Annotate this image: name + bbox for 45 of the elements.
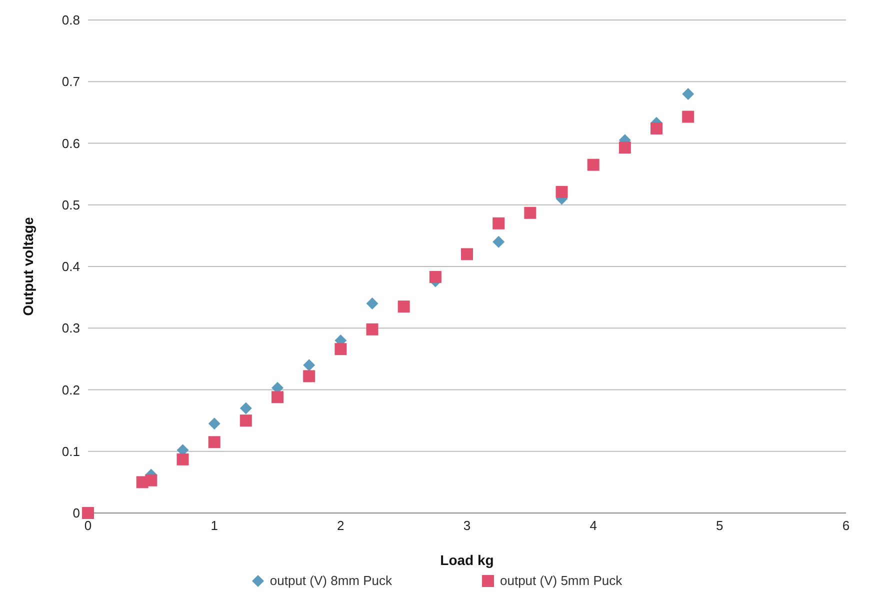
point	[556, 186, 568, 198]
point	[82, 507, 94, 519]
y-tick-label: 0.7	[62, 74, 80, 90]
point	[682, 110, 694, 123]
point	[176, 453, 189, 466]
y-tick-label: 0.2	[62, 382, 80, 398]
y-tick-label: 0.1	[62, 444, 80, 459]
legend-label: output (V) 5mm Puck	[500, 573, 622, 588]
point	[618, 142, 631, 154]
x-tick-label: 2	[337, 518, 344, 534]
point	[240, 414, 252, 427]
y-tick-label: 0	[72, 506, 80, 521]
x-tick-label: 1	[210, 518, 218, 534]
y-axis-title: Output voltage	[20, 216, 36, 316]
x-tick-label: 5	[716, 518, 724, 534]
point	[334, 343, 347, 356]
y-tick-label: 0.8	[62, 12, 80, 28]
y-tick-label: 0.6	[62, 136, 80, 151]
point	[303, 359, 316, 372]
point	[650, 122, 662, 134]
point	[492, 236, 505, 248]
point	[366, 297, 378, 310]
point	[524, 206, 536, 219]
point	[208, 436, 220, 448]
point	[492, 217, 505, 230]
x-tick-label: 0	[84, 518, 92, 534]
point	[398, 300, 410, 313]
point	[208, 418, 220, 430]
point	[272, 391, 284, 404]
y-tick-label: 0.3	[62, 320, 80, 336]
point	[145, 474, 158, 486]
y-tick-label: 0.5	[62, 197, 80, 212]
x-tick-label: 6	[842, 518, 850, 534]
point	[461, 248, 473, 260]
point	[366, 323, 378, 336]
x-axis-title: Load kg	[440, 552, 494, 568]
point	[429, 270, 442, 283]
x-tick-label: 3	[463, 518, 471, 534]
point	[240, 402, 252, 414]
y-tick-label: 0.4	[62, 259, 80, 274]
point	[587, 158, 600, 171]
legend-label: output (V) 8mm Puck	[270, 573, 392, 588]
point	[682, 88, 694, 100]
x-tick-label: 4	[590, 518, 597, 534]
point	[303, 370, 316, 382]
